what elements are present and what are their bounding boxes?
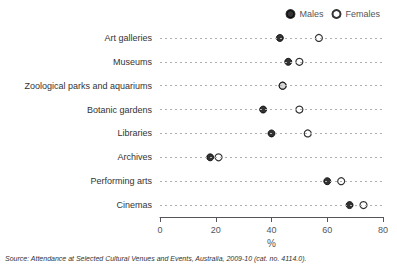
svg-text:60: 60 [322, 225, 332, 235]
svg-text:40: 40 [266, 225, 276, 235]
svg-text:80: 80 [378, 225, 388, 235]
svg-text:Performing arts: Performing arts [90, 176, 152, 186]
svg-text:Females: Females [345, 9, 380, 19]
svg-text:Botanic gardens: Botanic gardens [87, 105, 153, 115]
svg-text:Museums: Museums [113, 57, 153, 67]
svg-text:Males: Males [299, 9, 324, 19]
svg-text:Art galleries: Art galleries [104, 33, 152, 43]
svg-text:20: 20 [211, 225, 221, 235]
svg-text:Libraries: Libraries [117, 128, 152, 138]
svg-text:Source: Attendance at Selected: Source: Attendance at Selected Cultural … [5, 255, 306, 263]
svg-text:0: 0 [157, 225, 162, 235]
svg-text:%: % [267, 238, 276, 249]
svg-text:Cinemas: Cinemas [116, 200, 152, 210]
svg-text:Zoological parks and aquariums: Zoological parks and aquariums [24, 81, 152, 91]
svg-text:Archives: Archives [117, 152, 152, 162]
